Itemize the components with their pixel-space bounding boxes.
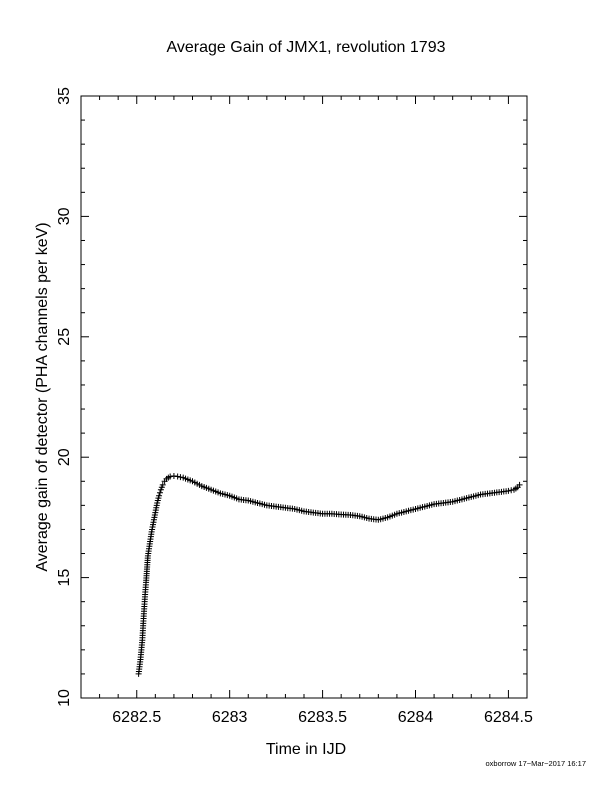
y-tick-label: 20 [56, 448, 73, 466]
data-point [505, 487, 512, 494]
axis-ticks [80, 95, 528, 699]
x-tick-label: 6283 [212, 709, 248, 726]
axis-tick-labels: 6282.5 6283 6283.5 6284 6284.5 10 15 20 25 30 35 [56, 87, 533, 726]
y-tick-label: 25 [56, 328, 73, 346]
footer-stamp: oxborrow 17−Mar−2017 16:17 [485, 759, 587, 768]
data-point [156, 489, 163, 496]
data-point [516, 481, 523, 488]
chart-title: Average Gain of JMX1, revolution 1793 [167, 39, 446, 56]
x-tick-label: 6284 [398, 709, 434, 726]
x-tick-label: 6282.5 [112, 709, 161, 726]
y-tick-label: 10 [56, 689, 73, 707]
y-tick-label: 30 [56, 207, 73, 225]
data-points [135, 472, 523, 677]
y-axis-label: Average gain of detector (PHA channels p… [34, 222, 51, 571]
y-tick-label: 15 [56, 569, 73, 587]
x-axis-label: Time in IJD [266, 741, 346, 758]
x-tick-label: 6283.5 [298, 709, 347, 726]
data-point [174, 473, 181, 480]
plot-frame [80, 95, 528, 699]
y-tick-label: 35 [56, 87, 73, 105]
data-point [177, 474, 184, 481]
data-point [508, 487, 515, 494]
data-point [159, 481, 166, 488]
x-tick-label: 6284.5 [484, 709, 533, 726]
data-point [156, 492, 163, 499]
